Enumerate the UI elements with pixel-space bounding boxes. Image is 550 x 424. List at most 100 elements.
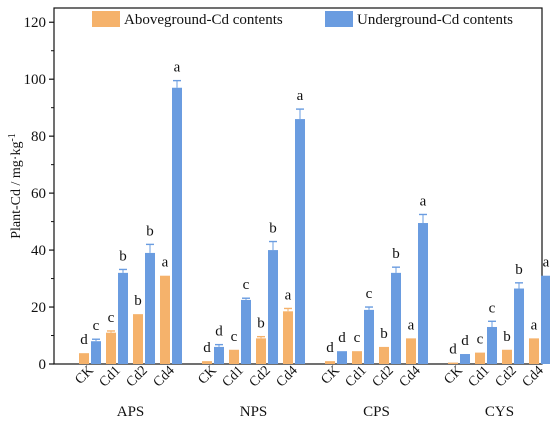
- bar: [241, 299, 251, 364]
- significance-label: b: [503, 329, 511, 345]
- significance-label: d: [338, 330, 346, 346]
- category-label: Cd4: [520, 363, 547, 390]
- bar: [487, 326, 497, 364]
- bar: [283, 311, 293, 364]
- category-label: Cd1: [97, 363, 124, 390]
- y-tick-label: 40: [31, 243, 46, 259]
- bar: [337, 351, 347, 364]
- bar: [529, 338, 539, 364]
- significance-label: a: [543, 255, 550, 271]
- y-tick-label: 80: [31, 129, 46, 145]
- bar: [406, 338, 416, 364]
- significance-label: b: [515, 262, 523, 278]
- bar: [268, 250, 278, 364]
- legend: Aboveground-Cd contents Underground-Cd co…: [92, 11, 513, 28]
- bar: [145, 252, 155, 364]
- bars: [79, 79, 550, 365]
- bar: [160, 275, 170, 364]
- significance-label: b: [146, 223, 154, 239]
- y-axis-title: Plant-Cd / mg·kg-1: [7, 133, 24, 239]
- significance-label: d: [461, 333, 469, 349]
- bar: [514, 288, 524, 364]
- category-label: CK: [72, 363, 96, 387]
- group-label: CYS: [485, 404, 514, 420]
- bar: [364, 309, 374, 364]
- significance-label: c: [93, 318, 100, 334]
- bar: [325, 361, 335, 364]
- significance-label: a: [174, 60, 181, 76]
- bar: [202, 361, 212, 364]
- significance-label: b: [257, 316, 265, 332]
- significance-label: c: [354, 330, 361, 346]
- bar: [295, 119, 305, 365]
- bar: [214, 346, 224, 364]
- y-tick-label: 0: [39, 357, 47, 373]
- category-label: Cd2: [124, 363, 151, 390]
- significance-label: c: [477, 332, 484, 348]
- category-label: Cd4: [151, 363, 178, 390]
- bar: [502, 349, 512, 364]
- bar: [229, 349, 239, 364]
- bar: [418, 223, 428, 364]
- labels: dcCKcbCd1bbCd2aaCd4APSddCKccCd1bbCd2aaCd…: [72, 60, 549, 420]
- category-label: CK: [195, 363, 219, 387]
- significance-label: a: [408, 317, 415, 333]
- group-label: NPS: [240, 404, 268, 420]
- significance-label: b: [134, 293, 142, 309]
- significance-label: d: [215, 324, 223, 340]
- y-tick-label: 60: [31, 186, 46, 202]
- bar: [91, 341, 101, 364]
- bar: [352, 351, 362, 364]
- category-label: Cd4: [274, 363, 301, 390]
- significance-label: a: [531, 317, 538, 333]
- legend-label: Underground-Cd contents: [357, 12, 513, 28]
- bar: [448, 362, 458, 364]
- category-label: Cd2: [247, 363, 274, 390]
- bar: [106, 332, 116, 364]
- significance-label: a: [420, 193, 427, 209]
- category-label: Cd2: [370, 363, 397, 390]
- significance-label: d: [449, 342, 457, 358]
- bar: [256, 338, 266, 364]
- category-label: CK: [441, 363, 465, 387]
- y-tick-label: 20: [31, 300, 46, 316]
- significance-label: c: [243, 277, 250, 293]
- y-tick-label: 120: [24, 15, 47, 31]
- significance-label: b: [119, 248, 127, 264]
- significance-label: d: [203, 340, 211, 356]
- significance-label: c: [231, 329, 238, 345]
- category-label: Cd4: [397, 363, 424, 390]
- bar: [118, 272, 128, 364]
- significance-label: a: [162, 255, 169, 271]
- significance-label: c: [108, 310, 115, 326]
- y-tick-label: 100: [24, 72, 47, 88]
- bar: [541, 275, 550, 364]
- legend-swatch: [325, 11, 353, 27]
- bar: [172, 87, 182, 364]
- category-label: CK: [318, 363, 342, 387]
- group-label: APS: [117, 404, 145, 420]
- significance-label: b: [269, 221, 277, 237]
- significance-label: a: [297, 88, 304, 104]
- bar: [379, 346, 389, 364]
- bar: [475, 352, 485, 364]
- category-label: Cd1: [343, 363, 370, 390]
- bar: [79, 353, 89, 364]
- group-label: CPS: [363, 404, 390, 420]
- bar: [133, 314, 143, 364]
- legend-label: Aboveground-Cd contents: [124, 12, 283, 28]
- y-axis-title-superscript: -1: [7, 133, 18, 141]
- bar: [391, 272, 401, 364]
- significance-label: b: [392, 246, 400, 262]
- significance-label: d: [326, 340, 334, 356]
- significance-label: a: [285, 287, 292, 303]
- significance-label: d: [80, 332, 88, 348]
- category-label: Cd1: [466, 363, 493, 390]
- category-label: Cd1: [220, 363, 247, 390]
- significance-label: c: [366, 286, 373, 302]
- significance-label: b: [380, 326, 388, 342]
- category-label: Cd2: [493, 363, 520, 390]
- bar: [460, 354, 470, 364]
